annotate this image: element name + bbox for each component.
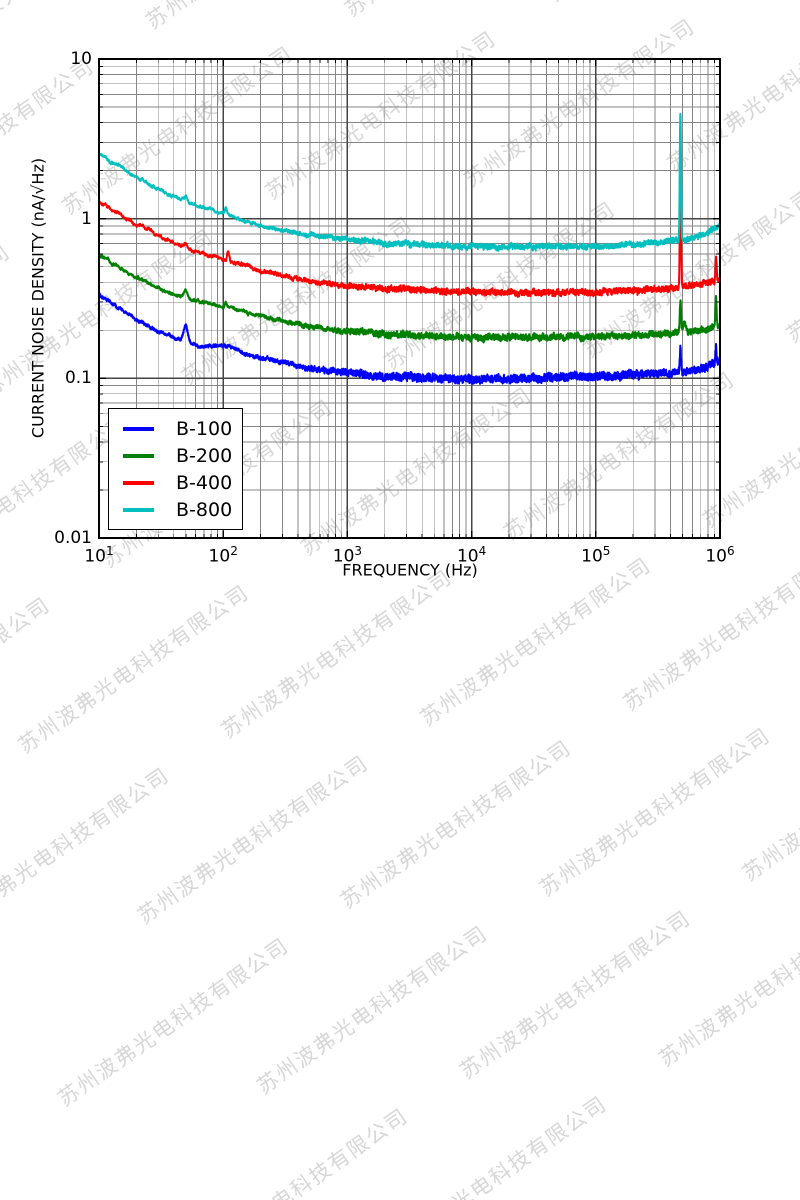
legend-item-b-400: B-400 [109,470,242,496]
x-tick-label: 103 [332,544,363,567]
legend-swatch-b-800 [123,507,154,512]
plot-border [98,58,721,539]
legend: B-100 B-200 B-400 B-800 [108,408,243,530]
curves [98,112,721,385]
legend-swatch-b-200 [123,453,154,458]
legend-item-b-800: B-800 [109,497,242,523]
plot-svg [98,58,721,539]
series-b-400 [98,189,721,298]
tick-marks [99,59,720,538]
y-tick-label: 1 [81,208,92,229]
series-b-800 [98,112,721,252]
x-tick-label: 106 [705,544,735,567]
series-b-200 [98,253,721,344]
series-b-100 [98,292,721,385]
x-tick-label: 102 [208,544,238,567]
x-tick-label: 101 [84,544,114,567]
legend-swatch-b-100 [123,426,154,431]
legend-label: B-400 [176,471,233,494]
legend-swatch-b-400 [123,480,154,485]
y-tick-label: 0.1 [64,368,92,389]
y-tick-label: 0.01 [54,528,92,548]
legend-label: B-800 [176,498,233,521]
y-axis-title: CURRENT NOISE DENSITY (nA/√Hz) [28,157,48,439]
y-tick-label: 10 [70,49,92,69]
legend-item-b-100: B-100 [109,416,242,442]
legend-item-b-200: B-200 [109,443,242,469]
grid-minor [99,59,720,538]
legend-label: B-200 [176,444,233,467]
legend-label: B-100 [176,417,233,440]
x-tick-label: 104 [456,544,487,567]
x-tick-label: 105 [581,544,611,567]
x-axis-title: FREQUENCY (Hz) [342,560,478,580]
